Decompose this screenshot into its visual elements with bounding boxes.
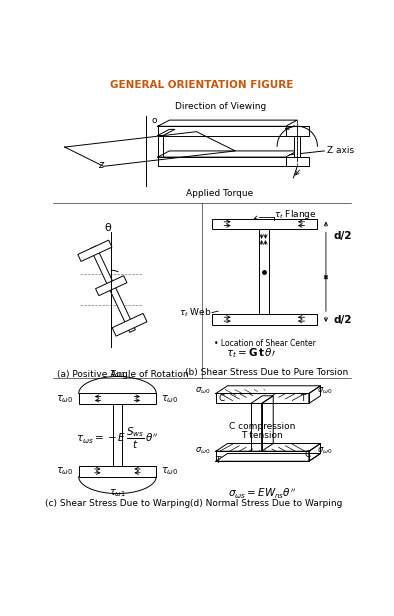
Bar <box>212 314 317 325</box>
Polygon shape <box>158 120 297 126</box>
Text: $\sigma_{\omega 0}$: $\sigma_{\omega 0}$ <box>195 386 210 397</box>
Text: d/2: d/2 <box>334 230 352 241</box>
Polygon shape <box>216 444 320 451</box>
Bar <box>259 229 269 314</box>
Polygon shape <box>309 386 320 403</box>
Text: T: T <box>215 456 220 465</box>
Text: $\sigma_{\omega s}=EW_{ns}\theta^{\prime\prime}$: $\sigma_{\omega s}=EW_{ns}\theta^{\prime… <box>229 487 296 501</box>
Text: GENERAL ORIENTATION FIGURE: GENERAL ORIENTATION FIGURE <box>110 79 294 90</box>
Text: T: T <box>300 394 305 403</box>
Polygon shape <box>91 246 136 333</box>
Text: (d) Normal Stress Due to Warping: (d) Normal Stress Due to Warping <box>190 499 342 508</box>
Text: C: C <box>219 394 225 403</box>
Text: $\sigma_{\omega 0}$: $\sigma_{\omega 0}$ <box>195 446 210 456</box>
Bar <box>251 403 262 451</box>
Text: C: C <box>304 450 310 459</box>
Bar <box>79 394 156 404</box>
Bar <box>216 451 309 461</box>
Bar <box>79 466 156 477</box>
Text: $\sigma_{\omega 0}$: $\sigma_{\omega 0}$ <box>317 386 332 397</box>
Text: $\tau_{\omega 1}$: $\tau_{\omega 1}$ <box>109 368 126 380</box>
Text: $\tau_{\omega 0}$: $\tau_{\omega 0}$ <box>56 465 74 477</box>
Text: $\tau_{\omega 0}$: $\tau_{\omega 0}$ <box>162 465 179 477</box>
Polygon shape <box>262 396 273 451</box>
Text: Direction of Viewing: Direction of Viewing <box>175 102 266 111</box>
Text: $\tau_{\omega 1}$: $\tau_{\omega 1}$ <box>109 488 126 500</box>
Text: $\tau_t = \mathbf{G}\,\mathbf{t}\,\theta\prime$: $\tau_t = \mathbf{G}\,\mathbf{t}\,\theta… <box>226 346 276 360</box>
Text: $\tau_t$ Web: $\tau_t$ Web <box>179 306 212 319</box>
Text: C compression: C compression <box>229 422 296 431</box>
Bar <box>286 126 309 136</box>
Text: $\tau_{\omega 0}$: $\tau_{\omega 0}$ <box>56 393 74 405</box>
Bar <box>294 136 300 157</box>
Text: z: z <box>98 160 104 170</box>
Bar <box>113 404 122 466</box>
Polygon shape <box>158 151 297 157</box>
Bar <box>216 394 309 403</box>
Text: (c) Shear Stress Due to Warping: (c) Shear Stress Due to Warping <box>45 499 190 508</box>
Polygon shape <box>96 276 127 296</box>
Polygon shape <box>112 314 147 336</box>
Polygon shape <box>158 129 175 136</box>
Polygon shape <box>65 132 235 166</box>
Text: Z axis: Z axis <box>327 147 354 155</box>
Polygon shape <box>251 396 273 403</box>
Polygon shape <box>216 386 320 394</box>
Text: Applied Torque: Applied Torque <box>186 188 253 198</box>
Text: $\tau_{\omega 0}$: $\tau_{\omega 0}$ <box>162 393 179 405</box>
Polygon shape <box>78 240 112 261</box>
Text: $\tau_t$ Flange: $\tau_t$ Flange <box>274 208 317 221</box>
Bar <box>212 219 317 229</box>
Bar <box>286 157 309 166</box>
Text: (a) Positive Angle of Rotation: (a) Positive Angle of Rotation <box>57 370 189 379</box>
Text: d/2: d/2 <box>334 315 352 325</box>
Text: θ: θ <box>104 223 111 233</box>
Polygon shape <box>309 444 320 461</box>
Text: o: o <box>152 116 157 124</box>
Text: • Location of Shear Center: • Location of Shear Center <box>214 339 316 348</box>
Text: T tension: T tension <box>242 431 283 440</box>
Text: $\sigma_{\omega 0}$: $\sigma_{\omega 0}$ <box>317 446 332 456</box>
Text: $\tau_{\omega s}=-E\,\dfrac{S_{ws}}{t}\,\theta^{\prime\prime}$: $\tau_{\omega s}=-E\,\dfrac{S_{ws}}{t}\,… <box>76 426 159 451</box>
Text: (b) Shear Stress Due to Pure Torsion: (b) Shear Stress Due to Pure Torsion <box>185 368 348 377</box>
